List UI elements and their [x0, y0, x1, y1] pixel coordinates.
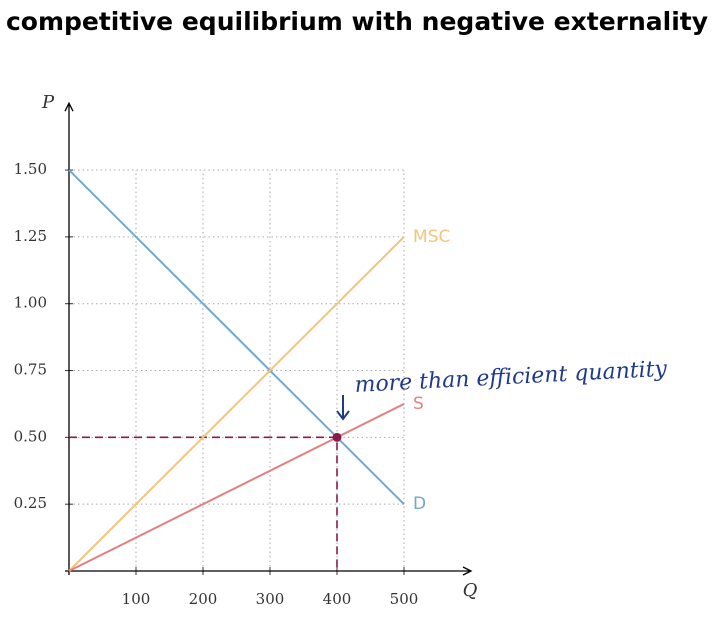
annotation: more than efficient quantity	[354, 357, 668, 398]
x-axis-label: Q	[463, 580, 478, 601]
y-tick-label: 1.50	[14, 160, 47, 178]
series-line	[68, 169, 405, 505]
series-label: MSC	[413, 227, 450, 247]
y-tick-label: 0.50	[14, 427, 47, 445]
y-tick-label: 1.25	[14, 227, 47, 245]
axis	[65, 566, 473, 576]
y-tick-label: 0.75	[14, 361, 47, 379]
y-axis-label: P	[41, 92, 55, 113]
x-tick-label: 500	[390, 590, 419, 608]
series-label: S	[413, 394, 424, 414]
equilibrium-point	[332, 432, 342, 442]
x-tick-label: 100	[122, 590, 151, 608]
x-tick-label: 400	[323, 590, 352, 608]
series-line	[68, 236, 405, 572]
annotation-arrow	[336, 395, 350, 421]
x-tick-label: 200	[189, 590, 218, 608]
series-label: D	[413, 494, 426, 514]
chart-title: competitive equilibrium with negative ex…	[6, 7, 708, 36]
series-line	[68, 403, 405, 572]
y-tick-label: 1.00	[14, 294, 47, 312]
axis	[64, 101, 74, 575]
x-tick-label: 300	[256, 590, 285, 608]
y-tick-label: 0.25	[14, 494, 47, 512]
